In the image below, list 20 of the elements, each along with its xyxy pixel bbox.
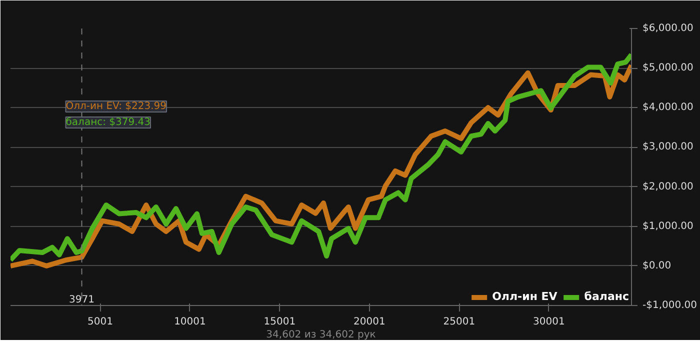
x-tick-label: 15001 — [264, 316, 296, 328]
x-tick-label: 10001 — [174, 316, 206, 328]
x-tick-label: 25001 — [443, 316, 476, 328]
text: 34,602 из 34,602 рук — [266, 330, 376, 340]
y-tick-label: $2,000.00 — [642, 181, 694, 192]
y-tick-label: $3,000.00 — [642, 142, 694, 153]
annotation: баланс: $379.43 — [66, 117, 151, 128]
annotation: Олл-ин EV: $223.99 — [66, 101, 166, 112]
legend-label: баланс — [584, 290, 629, 303]
y-tick-label: -$1,000.00 — [642, 300, 698, 311]
y-tick-label: $6,000.00 — [642, 23, 694, 34]
ref-line-label: 3971 — [69, 294, 94, 306]
y-tick-label: $0.00 — [642, 260, 672, 272]
y-tick-label: $4,000.00 — [642, 102, 694, 114]
x-tick-label: 5001 — [88, 316, 113, 328]
x-tick-label: 30001 — [533, 316, 565, 328]
x-tick-label: 20001 — [354, 316, 386, 328]
legend-label: Олл-ин EV — [492, 290, 558, 303]
y-tick-label: $5,000.00 — [642, 62, 694, 74]
y-tick-label: $1,000.00 — [642, 220, 694, 232]
